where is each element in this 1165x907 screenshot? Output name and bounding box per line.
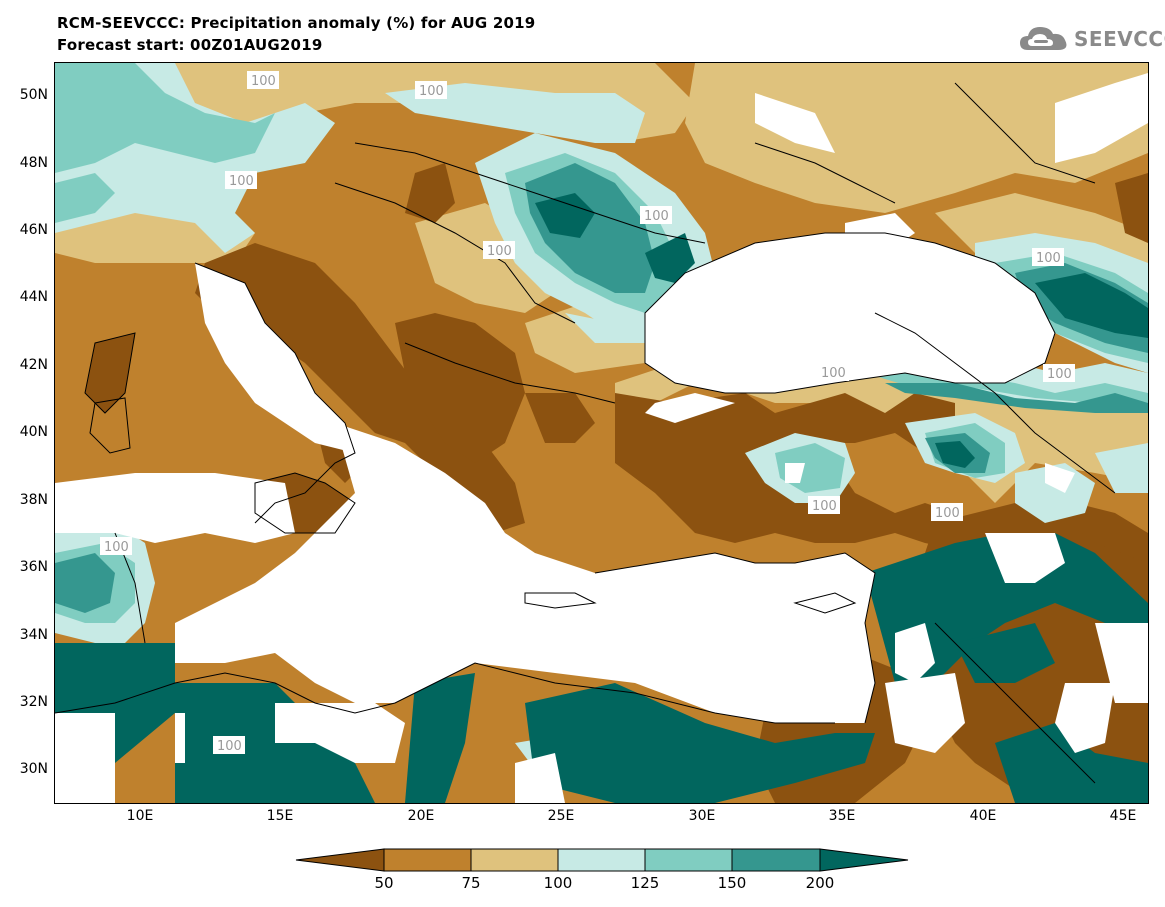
lon-label: 45E — [1109, 808, 1137, 824]
lat-label: 32N — [19, 694, 48, 710]
colorbar-label: 50 — [374, 874, 394, 892]
lat-label: 30N — [19, 761, 48, 777]
colorbar-segment-150-200 — [731, 848, 821, 872]
colorbar-label: 100 — [543, 874, 573, 892]
contour-label: 100 — [1036, 251, 1061, 266]
lon-label: 10E — [126, 808, 154, 824]
contour-label: 100 — [821, 366, 846, 381]
logo-text: SEEVCCC — [1074, 27, 1165, 51]
contour-label: 100 — [644, 209, 669, 224]
lon-label: 35E — [828, 808, 856, 824]
cloud-icon — [1020, 27, 1067, 50]
colorbar-label: 200 — [805, 874, 835, 892]
colorbar-segment-125-150 — [644, 848, 733, 872]
colorbar-label: 150 — [717, 874, 747, 892]
colorbar-segment-75-100 — [470, 848, 559, 872]
lat-label: 38N — [19, 492, 48, 508]
coastlines-and-borders — [55, 82, 1116, 784]
colorbar-segment-below-50 — [295, 848, 385, 872]
lon-label: 25E — [547, 808, 575, 824]
masked-area-regions — [55, 73, 1148, 803]
lon-label: 30E — [688, 808, 716, 824]
lat-label: 48N — [19, 155, 48, 171]
lat-label: 46N — [19, 222, 48, 238]
colorbar-label: 125 — [630, 874, 660, 892]
lon-label: 15E — [266, 808, 294, 824]
contour-label: 100 — [104, 540, 129, 555]
contour-label: 100 — [217, 739, 242, 754]
contour-label: 100 — [935, 506, 960, 521]
map-title: RCM-SEEVCCC: Precipitation anomaly (%) f… — [57, 14, 536, 32]
lat-label: 34N — [19, 627, 48, 643]
lon-label: 20E — [407, 808, 435, 824]
colorbar-segment-above-200 — [819, 848, 909, 872]
forecast-start-label: Forecast start: 00Z01AUG2019 — [57, 36, 323, 54]
contour-label: 100 — [251, 74, 276, 89]
colorbar-segment-100-125 — [557, 848, 646, 872]
precipitation-anomaly-map: 100 100 100 100 100 100 100 100 100 100 … — [55, 63, 1148, 803]
lat-label: 42N — [19, 357, 48, 373]
contour-label: 100 — [419, 84, 444, 99]
contour-label: 100 — [812, 499, 837, 514]
contour-label: 100 — [487, 244, 512, 259]
lat-label: 40N — [19, 424, 48, 440]
seevccc-logo: SEEVCCC — [1018, 22, 1165, 56]
contour-label: 100 — [1047, 367, 1072, 382]
contour-label: 100 — [229, 174, 254, 189]
lat-label: 36N — [19, 559, 48, 575]
colorbar-label: 75 — [461, 874, 481, 892]
colorbar-segment-50-75 — [383, 848, 472, 872]
contour-labels: 100 100 100 100 100 100 100 100 100 100 … — [100, 71, 1075, 754]
lon-label: 40E — [969, 808, 997, 824]
lat-label: 44N — [19, 289, 48, 305]
map-panel: 100 100 100 100 100 100 100 100 100 100 … — [54, 62, 1149, 804]
lat-label: 50N — [19, 87, 48, 103]
